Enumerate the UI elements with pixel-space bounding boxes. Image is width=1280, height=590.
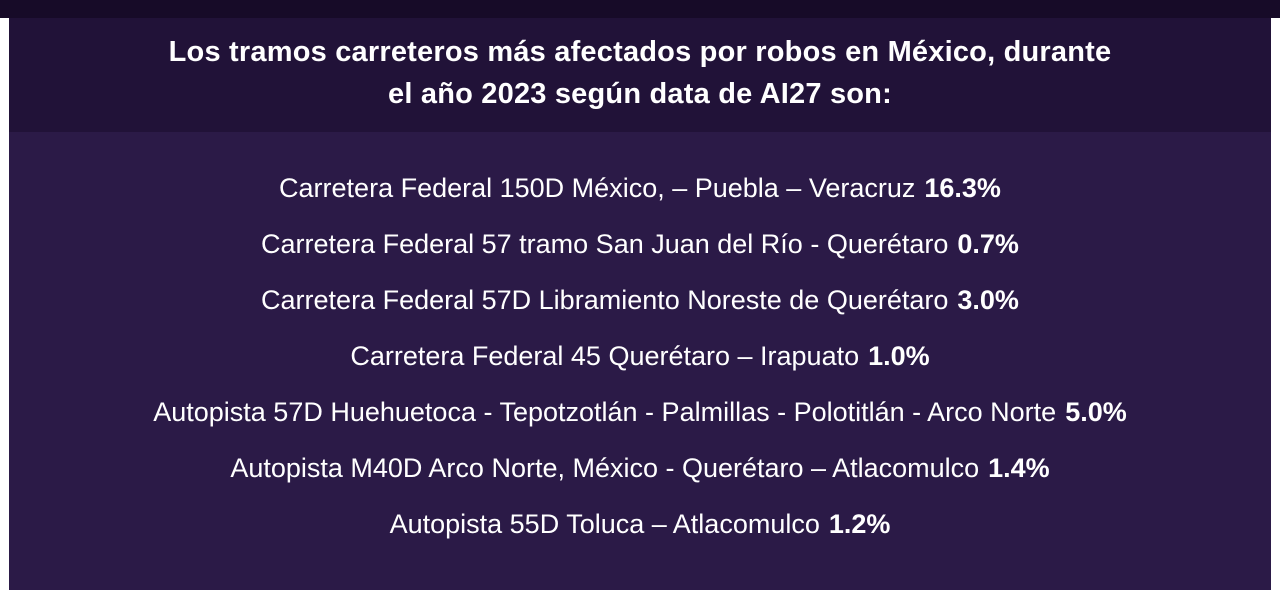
route-item: Autopista 57D Huehuetoca - Tepotzotlán -…: [9, 384, 1271, 440]
infographic-card: Los tramos carreteros más afectados por …: [9, 18, 1271, 590]
title-line-1: Los tramos carreteros más afectados por …: [168, 36, 1112, 68]
route-value: 16.3%: [924, 173, 1001, 203]
route-item: Carretera Federal 150D México, – Puebla …: [9, 160, 1271, 216]
route-value: 0.7%: [957, 229, 1019, 259]
route-label: Autopista 57D Huehuetoca - Tepotzotlán -…: [153, 397, 1057, 427]
route-item: Carretera Federal 57 tramo San Juan del …: [9, 216, 1271, 272]
route-label: Autopista M40D Arco Norte, México - Quer…: [230, 453, 980, 483]
route-value: 1.4%: [988, 453, 1050, 483]
route-label: Carretera Federal 45 Querétaro – Irapuat…: [350, 341, 860, 371]
route-item: Carretera Federal 45 Querétaro – Irapuat…: [9, 328, 1271, 384]
title-band: Los tramos carreteros más afectados por …: [9, 18, 1271, 132]
route-value: 1.2%: [828, 509, 891, 539]
route-label: Carretera Federal 150D México, – Puebla …: [279, 173, 916, 203]
routes-list: Carretera Federal 150D México, – Puebla …: [9, 132, 1271, 552]
route-label: Autopista 55D Toluca – Atlacomulco: [389, 509, 820, 539]
route-value: 1.0%: [868, 341, 930, 371]
route-item: Carretera Federal 57D Libramiento Norest…: [9, 272, 1271, 328]
top-bar: [0, 0, 1280, 18]
route-item: Autopista 55D Toluca – Atlacomulco 1.2%: [9, 496, 1271, 552]
title-line-2: el año 2023 según data de AI27 son:: [388, 78, 892, 110]
route-value: 5.0%: [1065, 397, 1127, 427]
route-item: Autopista M40D Arco Norte, México - Quer…: [9, 440, 1271, 496]
page-title: Los tramos carreteros más afectados por …: [49, 31, 1231, 115]
route-value: 3.0%: [957, 285, 1019, 315]
route-label: Carretera Federal 57 tramo San Juan del …: [261, 229, 949, 259]
route-label: Carretera Federal 57D Libramiento Norest…: [261, 285, 949, 315]
